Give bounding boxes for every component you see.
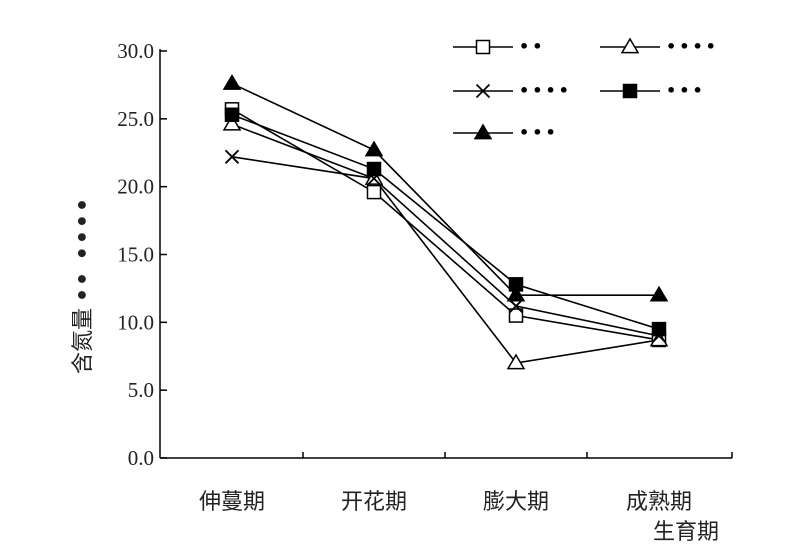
legend-entry-triangle-filled: ••• (453, 123, 559, 142)
series-markers (222, 74, 669, 370)
legend-entry-cross: •••• (453, 81, 572, 100)
data-point-square-filled (366, 161, 382, 177)
y-tick-label: 0.0 (128, 446, 154, 470)
y-tick-label: 20.0 (117, 175, 154, 199)
data-point-square-open (366, 184, 382, 200)
series-line-square-filled (231, 114, 660, 330)
x-axis-title: 生育期 (653, 520, 719, 545)
y-tick-label: 30.0 (117, 39, 154, 63)
x-category-label: 膨大期 (483, 490, 549, 515)
data-point-square-open (508, 308, 524, 323)
legend-label: •••• (519, 81, 572, 100)
x-category-label: 开花期 (341, 490, 407, 515)
legend: •• •••••••• •••••• (453, 37, 719, 142)
legend-entry-square-filled: ••• (600, 81, 706, 100)
legend-entry-square-open: •• (453, 37, 545, 56)
y-tick-label: 10.0 (117, 310, 154, 334)
data-point-triangle-filled (364, 140, 384, 157)
data-point-triangle-filled (506, 285, 526, 302)
data-point-square-filled (651, 321, 667, 337)
x-axis-categories: 伸蔓期 开花期 膨大期 成熟期 (199, 490, 692, 515)
y-tick-label: 25.0 (117, 107, 154, 131)
y-axis-title: 含氮量 •• •••• (71, 196, 96, 374)
data-point-cross (224, 149, 240, 164)
legend-marker-square-open (475, 39, 491, 55)
x-category-label: 成熟期 (626, 490, 692, 515)
data-point-square-filled (224, 107, 240, 123)
legend-entry-triangle-open: •••• (600, 37, 719, 56)
y-tick-label: 5.0 (128, 378, 154, 402)
y-axis-title-text: 含氮量 (71, 308, 96, 374)
legend-label: ••• (519, 123, 559, 142)
series-line-square-open (231, 108, 660, 341)
data-point-triangle-filled (222, 74, 242, 90)
legend-label: •• (519, 37, 545, 56)
data-point-cross (508, 298, 524, 314)
series-line-triangle-open (231, 123, 660, 364)
data-point-triangle-open (222, 114, 242, 131)
legend-marker-square-filled (622, 83, 638, 99)
legend-marker-triangle-filled (473, 123, 493, 140)
series-line-cross (231, 156, 660, 337)
x-category-label: 伸蔓期 (199, 490, 265, 515)
y-axis-ticks: 0.0 5.0 10.0 15.0 20.0 25.0 30.0 (117, 39, 167, 470)
legend-label: •••• (666, 37, 719, 56)
y-axis-title-unit: •• •••• (71, 196, 96, 302)
y-tick-label: 15.0 (117, 243, 154, 267)
legend-label: ••• (666, 81, 706, 100)
legend-marker-triangle-open (620, 37, 640, 54)
legend-marker-cross (475, 83, 491, 99)
series-lines (231, 82, 660, 364)
axes (159, 49, 733, 459)
data-point-triangle-open (506, 353, 526, 370)
series-line-triangle-filled (231, 82, 659, 297)
data-point-triangle-filled (649, 285, 669, 302)
